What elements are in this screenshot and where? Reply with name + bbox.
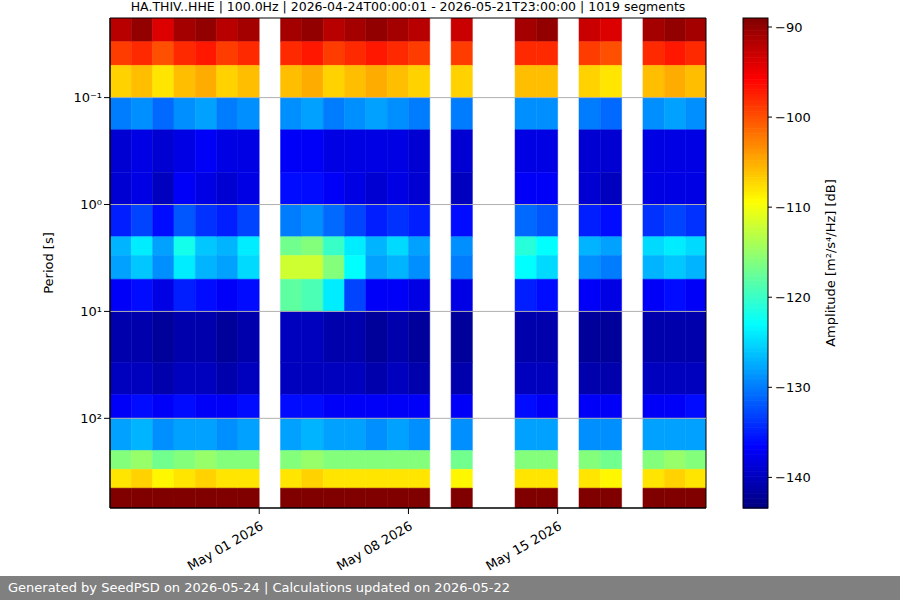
svg-text:−110: −110 — [775, 200, 811, 215]
svg-text:May 08 2026: May 08 2026 — [334, 518, 415, 573]
svg-text:−130: −130 — [775, 380, 811, 395]
svg-text:−100: −100 — [775, 110, 811, 125]
svg-text:−140: −140 — [775, 470, 811, 485]
svg-text:10⁻¹: 10⁻¹ — [73, 90, 102, 105]
svg-text:10²: 10² — [80, 411, 102, 426]
svg-text:HA.THIV..HHE | 100.0Hz | 2026-: HA.THIV..HHE | 100.0Hz | 2026-04-24T00:0… — [131, 0, 686, 14]
html-text:Generated by SeedPSD on 2026-0: Generated by SeedPSD on 2026-05-24 | Cal… — [8, 580, 510, 595]
svg-text:May 01 2026: May 01 2026 — [185, 518, 266, 573]
svg-text:10¹: 10¹ — [80, 304, 102, 319]
svg-text:10⁰: 10⁰ — [80, 197, 102, 212]
svg-text:−90: −90 — [775, 20, 802, 35]
svg-text:−120: −120 — [775, 290, 811, 305]
svg-text:May 15 2026: May 15 2026 — [483, 518, 564, 573]
svg-text:Period [s]: Period [s] — [41, 232, 56, 294]
svg-text:Amplitude [m²/s⁴/Hz] [dB]: Amplitude [m²/s⁴/Hz] [dB] — [823, 179, 838, 347]
